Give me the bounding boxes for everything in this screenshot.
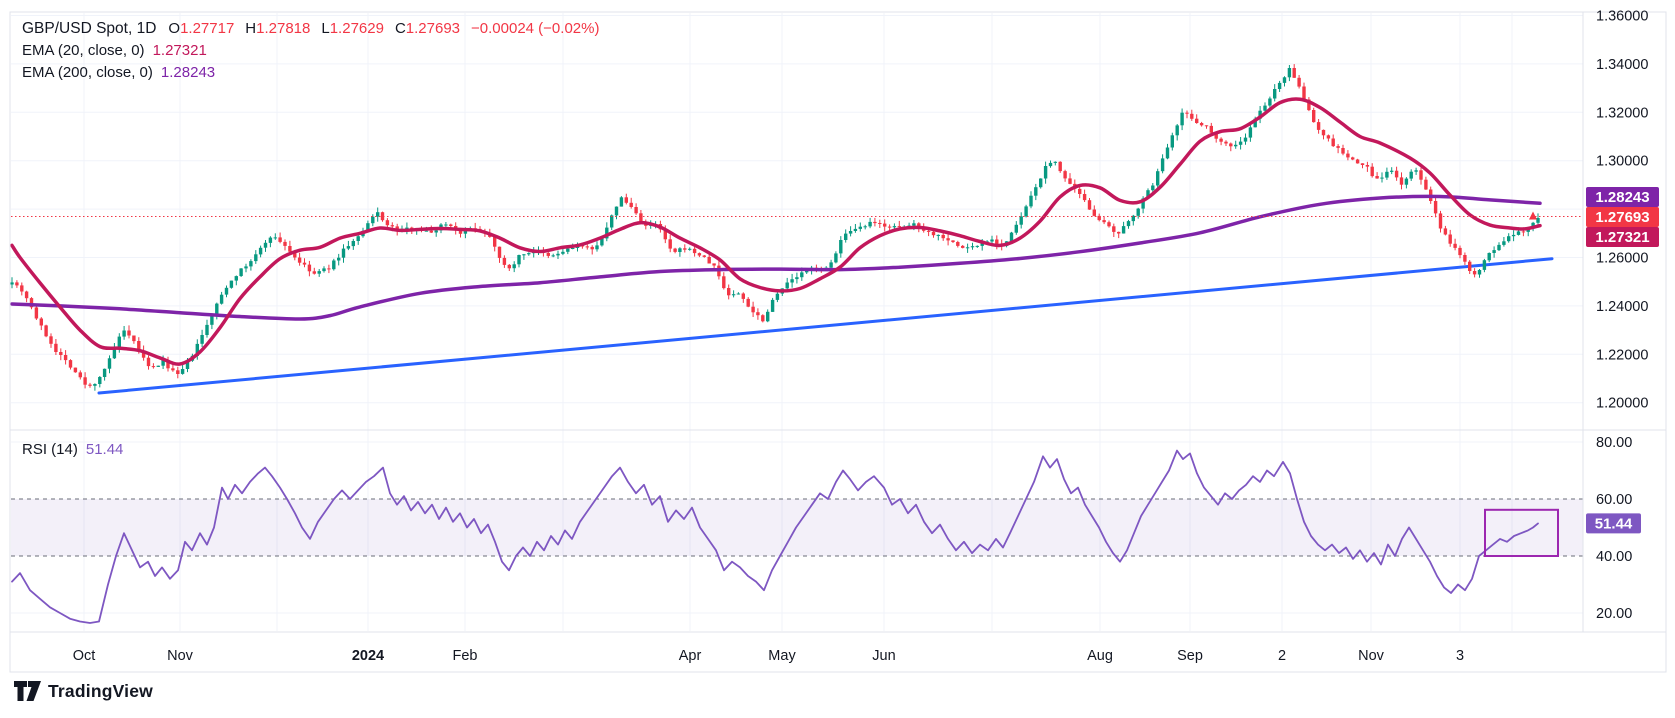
price-tick-label: 1.32000 — [1596, 105, 1648, 121]
candles-layer — [10, 64, 1540, 391]
tradingview-logo-icon — [14, 681, 41, 701]
grid-layer — [11, 13, 1583, 631]
time-axis-label[interactable]: May — [768, 648, 796, 664]
time-axis-label[interactable]: Nov — [167, 648, 194, 664]
rsi-tick-label: 60.00 — [1596, 492, 1632, 508]
rsi-legend[interactable]: RSI (14) 51.44 — [22, 441, 123, 459]
rsi-tick-label: 20.00 — [1596, 606, 1632, 622]
trendline-drawing[interactable] — [97, 257, 1554, 395]
main-legend: GBP/USD Spot, 1D O1.27717 H1.27818 L1.27629… — [22, 18, 599, 84]
symbol-ohlc-row: GBP/USD Spot, 1D O1.27717 H1.27818 L1.27629… — [22, 18, 599, 40]
change-value: −0.00024 (−0.02%) — [471, 20, 600, 37]
ohlc-high: H1.27818 — [245, 20, 311, 37]
ema200-value: 1.28243 — [160, 64, 216, 81]
rsi-label: RSI (14) — [22, 441, 78, 458]
time-axis-label[interactable]: Feb — [453, 648, 478, 664]
price-tick-label: 1.24000 — [1596, 299, 1648, 315]
price-tick-label: 1.34000 — [1596, 57, 1648, 73]
ema20-value: 1.27321 — [152, 42, 207, 59]
ohlc-close: C1.27693 — [394, 20, 461, 37]
rsi-scale[interactable]: 80.00 60.00 40.00 20.00 51.44 — [1586, 435, 1641, 622]
rsi-tick-label: 40.00 — [1596, 549, 1632, 565]
time-axis-label[interactable]: Jun — [872, 648, 895, 664]
last-price-marker — [1529, 211, 1537, 220]
time-axis-label[interactable]: Nov — [1358, 648, 1385, 664]
price-badge: 1.27321 — [1595, 229, 1649, 246]
price-tick-label: 1.30000 — [1596, 154, 1648, 170]
time-axis-label[interactable]: 2 — [1278, 648, 1286, 664]
rsi-highlight-box[interactable] — [1484, 508, 1559, 557]
tradingview-logo[interactable]: TradingView — [14, 681, 153, 702]
ema200-line — [10, 194, 1542, 321]
time-axis-label[interactable]: 2024 — [352, 648, 384, 664]
borders-layer — [9, 11, 1667, 673]
symbol-title[interactable]: GBP/USD Spot, 1D — [22, 20, 157, 37]
ema200-label: EMA (200, close, 0) — [22, 64, 153, 81]
rsi-line — [11, 449, 1539, 624]
rsi-tick-label: 80.00 — [1596, 435, 1632, 451]
ema20-legend-row[interactable]: EMA (20, close, 0) 1.27321 — [22, 40, 599, 62]
ema20-line — [10, 97, 1542, 366]
time-axis-label[interactable]: 3 — [1456, 648, 1464, 664]
time-axis-label[interactable]: Apr — [679, 648, 702, 664]
time-axis-label[interactable]: Aug — [1087, 648, 1113, 664]
tradingview-logo-text: TradingView — [48, 681, 153, 701]
time-axis-label[interactable]: Oct — [73, 648, 96, 664]
rsi-value: 51.44 — [85, 441, 124, 458]
price-badge: 1.27693 — [1595, 209, 1649, 226]
price-tick-label: 1.20000 — [1596, 396, 1648, 412]
price-tick-label: 1.22000 — [1596, 347, 1648, 363]
price-badge: 1.28243 — [1595, 189, 1649, 206]
time-axis[interactable]: Oct Nov 2024 Feb Apr May Jun Aug Sep 2 Nov 3 — [73, 648, 1464, 664]
price-tick-label: 1.36000 — [1596, 9, 1648, 25]
ema20-label: EMA (20, close, 0) — [22, 42, 145, 59]
time-axis-label[interactable]: Sep — [1177, 648, 1203, 664]
ohlc-open: O1.27717 — [168, 20, 235, 37]
price-scale[interactable]: 1.36000 1.34000 1.32000 1.30000 1.26000 1.240… — [1586, 9, 1659, 412]
rsi-badge: 51.44 — [1595, 515, 1633, 532]
ohlc-low: L1.27629 — [321, 20, 384, 37]
price-tick-label: 1.26000 — [1596, 251, 1648, 267]
ema200-legend-row[interactable]: EMA (200, close, 0) 1.28243 — [22, 62, 599, 84]
